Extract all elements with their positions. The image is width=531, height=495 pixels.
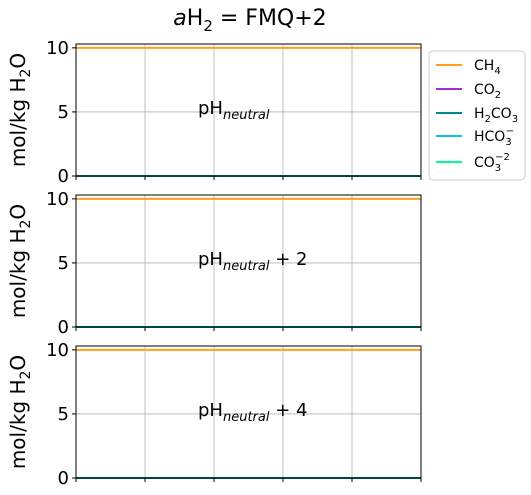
y-tick-label: 0	[58, 468, 69, 489]
legend-label: CH4	[474, 58, 501, 77]
y-tick-label: 0	[58, 317, 69, 338]
legend-label: H2CO3	[474, 106, 518, 125]
legend-label: CO2	[474, 82, 501, 101]
panel-3: 0 5 10 mol/kg H2O pHneutral + 4	[6, 340, 422, 489]
annotation-ph: pHneutral	[198, 98, 270, 123]
annotation-ph: pHneutral + 2	[198, 249, 307, 274]
figure-title: aH2 = FMQ+2	[173, 6, 326, 35]
legend-box	[428, 50, 526, 181]
y-axis-label: mol/kg H2O	[6, 53, 34, 167]
y-tick-label: 5	[58, 102, 69, 123]
y-tick-label: 0	[58, 166, 69, 187]
panel-2: 0 5 10 mol/kg H2O pHneutral + 2	[6, 189, 422, 338]
legend-label: CO3−2	[474, 152, 510, 174]
y-tick-label: 10	[46, 189, 69, 210]
y-tick-label: 10	[46, 340, 69, 361]
y-axis-label: mol/kg H2O	[6, 204, 34, 318]
axes-frame	[75, 194, 422, 328]
legend-label: HCO3−	[474, 126, 514, 148]
annotation-ph: pHneutral + 4	[198, 400, 307, 425]
panels: 0 5 10 mol/kg H2O pHneutral 0 5 10 mol/kg H2O pHn…	[6, 38, 422, 489]
y-axis-label: mol/kg H2O	[6, 355, 34, 469]
panel-1: 0 5 10 mol/kg H2O pHneutral	[6, 38, 422, 187]
y-tick-label: 10	[46, 38, 69, 59]
axes-frame	[75, 43, 422, 177]
y-tick-label: 5	[58, 253, 69, 274]
y-tick-label: 5	[58, 404, 69, 425]
axes-frame	[75, 345, 422, 479]
